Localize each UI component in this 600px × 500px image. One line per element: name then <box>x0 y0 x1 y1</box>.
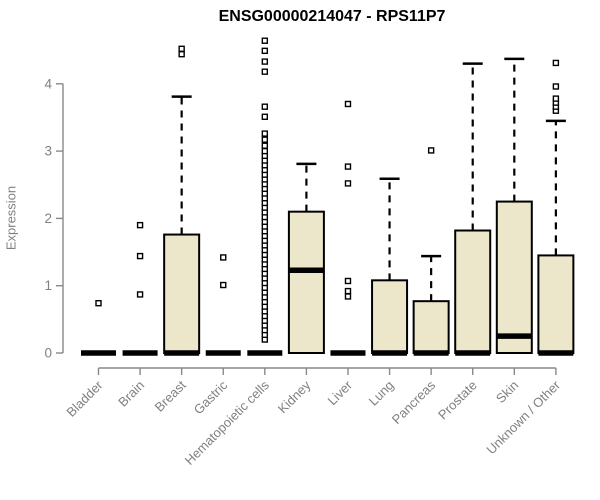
x-tick-label-bladder: Bladder <box>63 377 106 420</box>
outlier-point-liver <box>344 277 352 285</box>
outlier-point-liver <box>344 180 352 187</box>
outlier-point-pancreas <box>427 147 435 154</box>
outlier-point-hematopoietic-cells <box>261 58 269 65</box>
y-tick-label: 0 <box>44 346 52 361</box>
outlier-point-hematopoietic-cells <box>261 147 269 155</box>
outlier-point-brain <box>136 252 144 260</box>
y-tick-label: 1 <box>44 278 52 293</box>
outlier-point-hematopoietic-cells <box>261 130 269 137</box>
outlier-point-gastric <box>220 281 227 289</box>
outlier-point-breast <box>178 45 185 53</box>
box-lung <box>371 279 409 355</box>
x-tick-label-lung: Lung <box>366 378 397 409</box>
box-kidney <box>287 210 325 354</box>
outlier-point-hematopoietic-cells <box>261 47 269 55</box>
outlier-point-unknown-other <box>552 59 560 67</box>
box-breast <box>163 233 201 354</box>
outlier-point-bladder <box>95 299 102 307</box>
x-tick-label-unknown-other: Unknown / Other <box>483 377 563 457</box>
x-tick-label-prostate: Prostate <box>435 378 480 423</box>
outlier-point-breast <box>178 50 185 58</box>
outlier-point-hematopoietic-cells <box>261 37 269 44</box>
x-tick-label-brain: Brain <box>115 378 147 410</box>
outlier-point-liver <box>344 287 352 295</box>
y-tick-label: 2 <box>44 211 52 226</box>
outlier-point-unknown-other <box>552 95 560 102</box>
x-tick-label-gastric: Gastric <box>191 377 231 417</box>
box-unknown-other <box>537 254 575 354</box>
outlier-point-liver <box>344 293 352 300</box>
box-prostate <box>454 229 492 355</box>
outlier-point-unknown-other <box>552 83 560 90</box>
outlier-point-liver <box>344 163 352 170</box>
x-tick-label-liver: Liver <box>325 377 356 408</box>
chart-title: ENSG00000214047 - RPS11P7 <box>218 8 446 25</box>
outlier-point-hematopoietic-cells <box>261 68 269 75</box>
outlier-point-brain <box>136 291 144 298</box>
x-tick-label-pancreas: Pancreas <box>389 377 439 427</box>
x-tick-label-skin: Skin <box>493 378 521 406</box>
outlier-point-liver <box>344 100 352 108</box>
outlier-point-hematopoietic-cells <box>261 113 269 120</box>
x-tick-label-breast: Breast <box>152 377 189 414</box>
outlier-point-hematopoietic-cells <box>261 136 269 143</box>
x-tick-label-kidney: Kidney <box>275 377 314 416</box>
y-tick-label: 4 <box>44 76 52 91</box>
outlier-point-hematopoietic-cells <box>261 142 269 149</box>
y-tick-label: 3 <box>44 144 52 159</box>
box-skin <box>495 200 533 354</box>
outlier-point-brain <box>136 221 144 229</box>
box-pancreas <box>412 300 450 354</box>
outlier-point-hematopoietic-cells <box>261 103 269 110</box>
outlier-point-gastric <box>220 254 227 261</box>
